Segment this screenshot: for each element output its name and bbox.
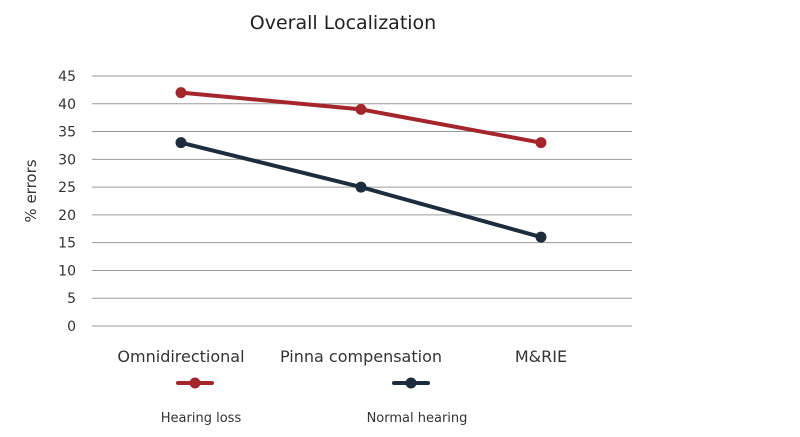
legend: Hearing loss Normal hearing bbox=[161, 377, 468, 426]
data-point bbox=[175, 137, 187, 149]
legend-label: Normal hearing bbox=[367, 411, 468, 426]
y-axis-ticks: 0 5 10 15 20 25 30 35 40 45 bbox=[58, 69, 76, 335]
y-tick-label: 5 bbox=[67, 291, 76, 307]
data-point bbox=[355, 103, 367, 115]
chart-title: Overall Localization bbox=[250, 12, 436, 34]
y-tick-label: 25 bbox=[58, 180, 76, 196]
legend-item: Hearing loss bbox=[161, 377, 242, 426]
series-line bbox=[179, 90, 543, 145]
y-tick-label: 20 bbox=[58, 208, 76, 224]
y-tick-label: 15 bbox=[58, 236, 76, 252]
series-1 bbox=[175, 87, 547, 149]
legend-swatch-marker bbox=[405, 377, 417, 389]
x-axis-categories: Omnidirectional Pinna compensation M&RIE bbox=[117, 347, 567, 366]
series-2 bbox=[175, 137, 547, 243]
y-tick-label: 45 bbox=[58, 69, 76, 85]
y-tick-label: 40 bbox=[58, 97, 76, 113]
data-point bbox=[535, 231, 547, 243]
y-tick-label: 10 bbox=[58, 263, 76, 279]
legend-label: Hearing loss bbox=[161, 411, 242, 426]
data-point bbox=[535, 137, 547, 149]
series-layer bbox=[175, 87, 547, 243]
data-point bbox=[355, 181, 367, 193]
x-category-label: M&RIE bbox=[515, 347, 567, 366]
y-axis-label: % errors bbox=[22, 159, 40, 222]
y-tick-label: 35 bbox=[58, 125, 76, 141]
legend-swatch-marker bbox=[189, 377, 201, 389]
data-point bbox=[175, 87, 187, 99]
y-tick-label: 30 bbox=[58, 152, 76, 168]
legend-item: Normal hearing bbox=[367, 377, 468, 426]
x-category-label: Pinna compensation bbox=[280, 347, 442, 366]
x-category-label: Omnidirectional bbox=[117, 347, 244, 366]
y-tick-label: 0 bbox=[67, 319, 76, 335]
